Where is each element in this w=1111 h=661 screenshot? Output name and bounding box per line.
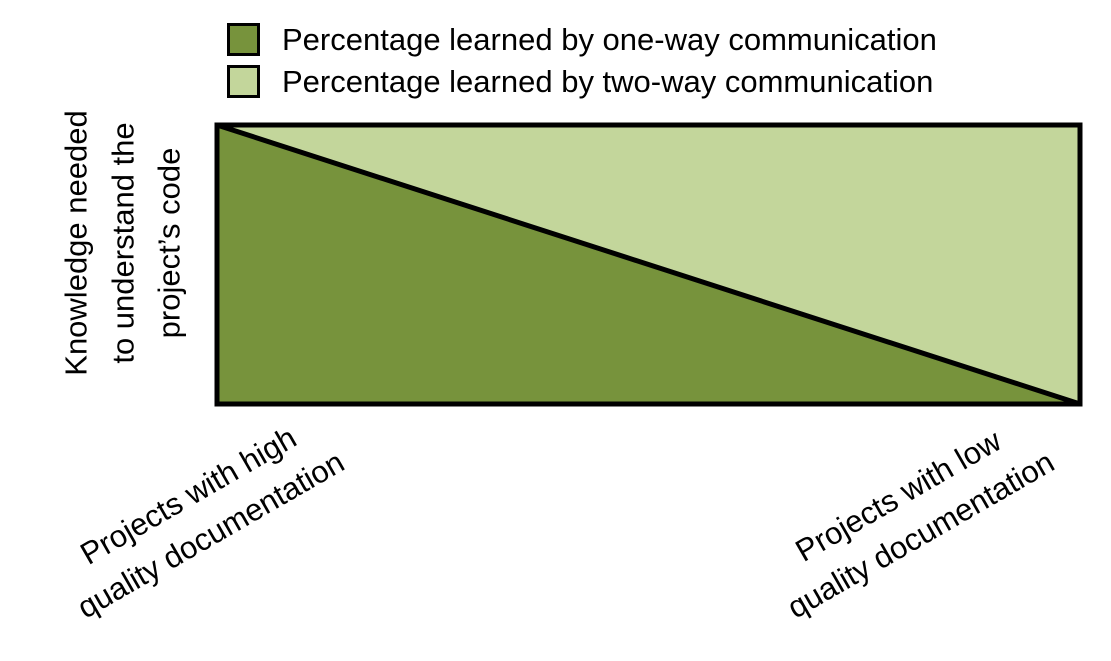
legend-item-two-way: Percentage learned by two-way communicat… xyxy=(227,60,937,102)
legend-swatch-one-way xyxy=(227,22,260,56)
diagram-frame xyxy=(214,122,1083,407)
diagonal-divider xyxy=(216,122,1081,407)
legend-label-one-way: Percentage learned by one-way communicat… xyxy=(282,21,937,57)
legend-item-one-way: Percentage learned by one-way communicat… xyxy=(227,18,937,60)
legend: Percentage learned by one-way communicat… xyxy=(227,18,937,102)
legend-label-two-way: Percentage learned by two-way communicat… xyxy=(282,63,934,99)
legend-swatch-two-way xyxy=(227,64,260,98)
